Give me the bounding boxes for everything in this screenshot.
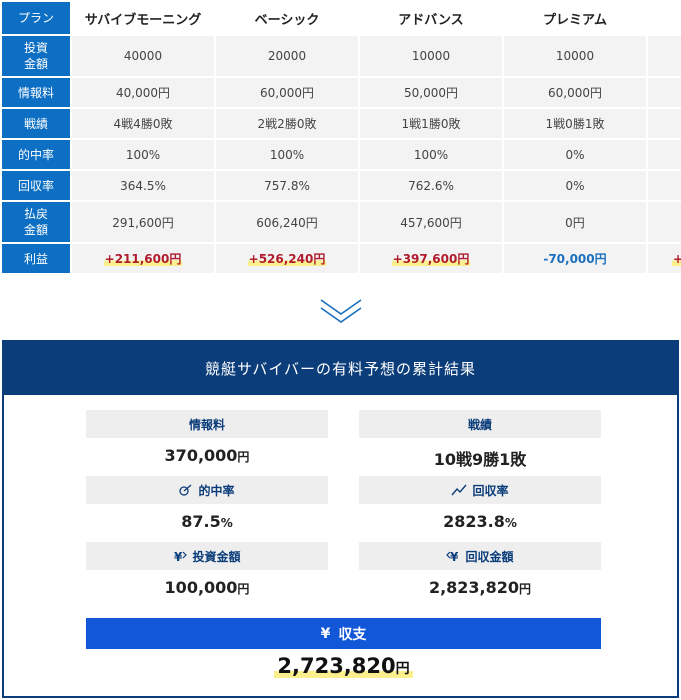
plan-name: ベーシック [216,2,358,34]
table-row: 的中率 100% 100% 100% 0% [2,140,681,169]
table-cell: +397,600円 [360,244,502,273]
yen-in-icon: ¥ [446,550,459,563]
table-cell-cut [648,140,681,169]
plan-name-cut [648,2,681,34]
plan-name: アドバンス [360,2,502,34]
table-cell-cut [648,78,681,107]
cumulative-results-panel: 競艇サバイバーの有料予想の累計結果 情報料 戦績 370,000円 10戦9勝1… [2,340,679,698]
table-cell: 457,600円 [360,202,502,242]
profit-value-cut: + [672,251,681,266]
table-cell: 606,240円 [216,202,358,242]
fee-value: 370,000円 [164,446,250,465]
table-row: 利益 +211,600円 +526,240円 +397,600円 -70,000… [2,244,681,273]
table-cell: -70,000円 [504,244,646,273]
profit-value: +397,600円 [391,252,471,266]
table-cell: 40000 [72,36,214,76]
table-cell: 60,000円 [504,78,646,107]
table-cell: 100% [216,140,358,169]
table-cell-cut [648,171,681,200]
table-cell: 2戦2勝0敗 [216,109,358,138]
chevron-down-icon [320,299,362,323]
table-cell: +211,600円 [72,244,214,273]
plan-name: プレミアム [504,2,646,34]
dart-icon [179,484,192,496]
trend-icon [451,484,468,496]
yen-icon: ¥ [320,625,331,642]
table-cell: 40,000円 [72,78,214,107]
table-cell: +526,240円 [216,244,358,273]
table-cell: 10000 [360,36,502,76]
table-cell-cut: + [648,244,681,273]
table-cell: 757.8% [216,171,358,200]
table-cell: 60,000円 [216,78,358,107]
row-label-fee: 情報料 [2,78,70,107]
table-cell-cut [648,109,681,138]
table-cell: 1戦0勝1敗 [504,109,646,138]
table-cell: 364.5% [72,171,214,200]
investment-value: 100,000円 [164,578,250,597]
table-row: 投資 金額 40000 20000 10000 10000 [2,36,681,76]
table-cell-cut [648,36,681,76]
row-label-hit-rate: 的中率 [2,140,70,169]
payout-label: ¥ 回収金額 [359,542,601,570]
table-cell-cut [648,202,681,242]
record-label: 戦績 [359,410,601,438]
recovery-rate-label: 回収率 [359,476,601,504]
table-cell: 291,600円 [72,202,214,242]
hit-rate-label: 的中率 [86,476,328,504]
table-cell: 0円 [504,202,646,242]
table-row: 払戻 金額 291,600円 606,240円 457,600円 0円 [2,202,681,242]
payout-value: 2,823,820円 [428,578,532,597]
table-row: 回収率 364.5% 757.8% 762.6% 0% [2,171,681,200]
row-label-profit: 利益 [2,244,70,273]
table-cell: 0% [504,140,646,169]
table-cell: 762.6% [360,171,502,200]
table-cell: 1戦1勝0敗 [360,109,502,138]
table-cell: 4戦4勝0敗 [72,109,214,138]
plan-name: サバイブモーニング [72,2,214,34]
row-label-payout: 払戻 金額 [2,202,70,242]
yen-out-icon: ¥ [174,550,188,563]
table-row: 情報料 40,000円 60,000円 50,000円 60,000円 [2,78,681,107]
row-label-investment: 投資 金額 [2,36,70,76]
fee-label: 情報料 [86,410,328,438]
profit-value: +211,600円 [103,252,183,266]
table-cell: 100% [72,140,214,169]
investment-label: ¥ 投資金額 [86,542,328,570]
balance-label: ¥ 収支 [86,618,601,649]
row-label-recovery-rate: 回収率 [2,171,70,200]
table-cell: 50,000円 [360,78,502,107]
table-cell: 100% [360,140,502,169]
recovery-rate-value: 2823.8% [443,512,517,531]
balance-value: 2,723,820円 [86,654,601,678]
record-value: 10戦9勝1敗 [433,450,527,469]
table-cell: 0% [504,171,646,200]
profit-value: -70,000円 [543,252,607,266]
hit-rate-value: 87.5% [181,512,233,531]
table-cell: 20000 [216,36,358,76]
results-title: 競艇サバイバーの有料予想の累計結果 [4,342,677,395]
row-label-record: 戦績 [2,109,70,138]
plan-header: プラン [2,2,70,34]
table-row: 戦績 4戦4勝0敗 2戦2勝0敗 1戦1勝0敗 1戦0勝1敗 [2,109,681,138]
profit-value: +526,240円 [247,252,327,266]
svg-text:¥: ¥ [174,550,183,563]
svg-text:¥: ¥ [450,550,459,563]
table-cell: 10000 [504,36,646,76]
plan-comparison-table: プラン サバイブモーニング ベーシック アドバンス プレミアム 投資 金額 400… [0,0,681,280]
